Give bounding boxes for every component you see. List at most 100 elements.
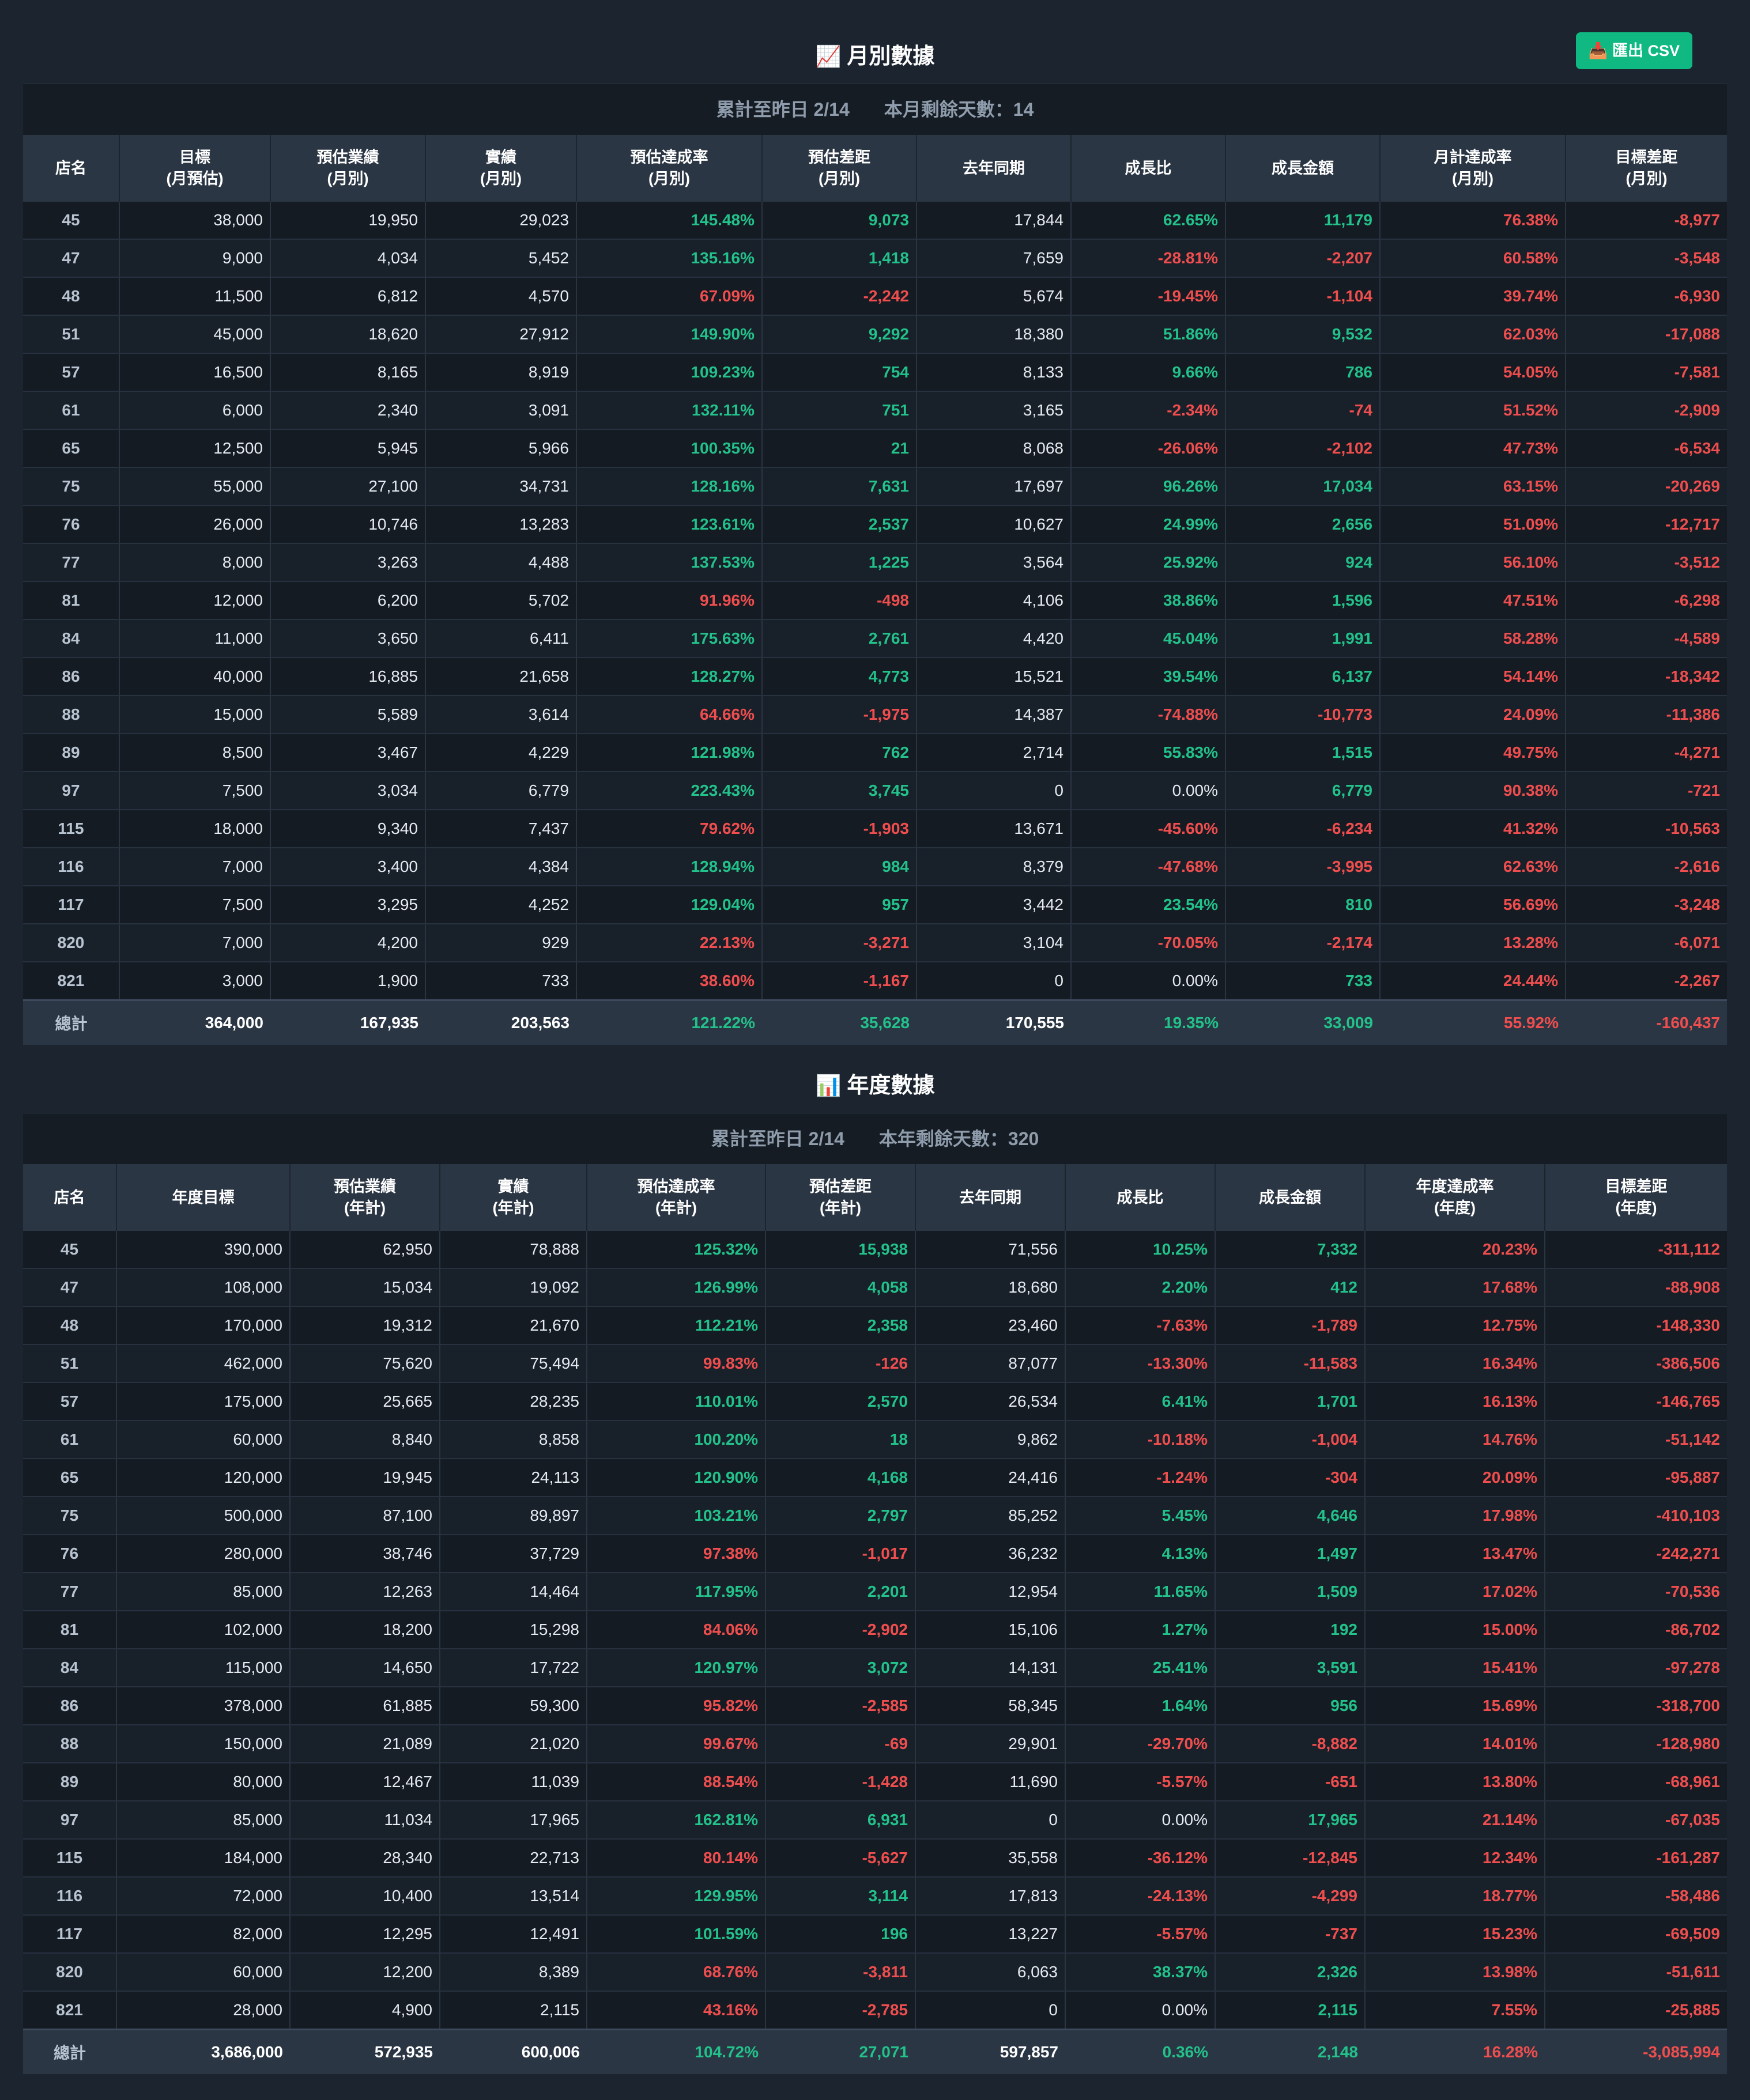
table-cell: 56.69% xyxy=(1380,886,1566,924)
table-cell: 149.90% xyxy=(576,315,763,354)
table-cell: 60.58% xyxy=(1380,239,1566,278)
table-cell: 38.86% xyxy=(1071,581,1226,620)
table-cell: -2,242 xyxy=(762,277,917,316)
table-row: 84 11,000 3,650 6,411 175.63% 2,761 4,420 45.04… xyxy=(23,620,1727,658)
table-cell: 17,034 xyxy=(1225,467,1381,506)
total-cell: 33,009 xyxy=(1225,999,1380,1045)
table-cell: 1,497 xyxy=(1215,1535,1366,1573)
table-cell: 27,100 xyxy=(270,467,426,506)
total-cell: 0.36% xyxy=(1065,2029,1215,2074)
table-cell: 58,345 xyxy=(915,1687,1066,1725)
table-cell: 16,500 xyxy=(119,353,271,392)
table-cell: 128.27% xyxy=(576,658,763,696)
table-cell: -3,811 xyxy=(765,1953,916,1992)
table-cell: 58.28% xyxy=(1380,620,1566,658)
table-cell: 7,631 xyxy=(762,467,917,506)
store-name-cell: 117 xyxy=(23,886,120,924)
yearly-panel: 累計至昨日 2/14 本年剩餘天數：320 店名 年度目標 預估業績 (年計) 實績 (… xyxy=(23,1113,1727,2074)
store-name-cell: 116 xyxy=(23,1877,117,1916)
table-cell: 90.38% xyxy=(1380,772,1566,810)
table-cell: 40,000 xyxy=(119,658,271,696)
table-cell: -721 xyxy=(1566,772,1727,810)
table-cell: 733 xyxy=(1225,962,1381,1001)
table-cell: 8,919 xyxy=(425,353,577,392)
table-cell: 20.09% xyxy=(1365,1459,1545,1497)
column-header: 去年同期 xyxy=(915,1164,1066,1231)
table-cell: 7,500 xyxy=(119,772,271,810)
store-name-cell: 117 xyxy=(23,1915,117,1954)
table-cell: 3,442 xyxy=(917,886,1072,924)
table-cell: 120.90% xyxy=(587,1459,766,1497)
total-label: 總計 xyxy=(23,2029,116,2074)
yearly-total-row: 總計 3,686,000 572,935 600,006 104.72% 27,071 59… xyxy=(23,2029,1727,2074)
table-cell: 9.66% xyxy=(1071,353,1226,392)
total-cell: -3,085,994 xyxy=(1545,2029,1727,2074)
table-cell: 79.62% xyxy=(576,810,763,848)
table-row: 77 8,000 3,263 4,488 137.53% 1,225 3,564 25.92%… xyxy=(23,543,1727,582)
table-cell: 196 xyxy=(765,1915,916,1954)
table-cell: 109.23% xyxy=(576,353,763,392)
table-cell: 26,534 xyxy=(915,1383,1066,1421)
table-cell: -86,702 xyxy=(1545,1611,1727,1649)
table-cell: 0.00% xyxy=(1065,1801,1216,1840)
table-cell: 2,358 xyxy=(765,1306,916,1345)
store-name-cell: 51 xyxy=(23,1344,117,1383)
store-name-cell: 97 xyxy=(23,772,120,810)
table-cell: -88,908 xyxy=(1545,1268,1727,1307)
table-cell: 13,671 xyxy=(917,810,1072,848)
table-cell: 2,714 xyxy=(917,734,1072,772)
store-name-cell: 116 xyxy=(23,848,120,886)
table-cell: -386,506 xyxy=(1545,1344,1727,1383)
yearly-cumulative-date: 累計至昨日 2/14 xyxy=(711,1128,844,1149)
store-name-cell: 48 xyxy=(23,1306,117,1345)
table-cell: -10.18% xyxy=(1065,1421,1216,1459)
table-cell: -1.24% xyxy=(1065,1459,1216,1497)
store-name-cell: 76 xyxy=(23,1535,117,1573)
table-cell: 15.00% xyxy=(1365,1611,1545,1649)
table-cell: 929 xyxy=(425,924,577,962)
column-header: 目標差距 (月別) xyxy=(1566,135,1727,202)
table-cell: 12,295 xyxy=(290,1915,440,1954)
table-cell: 12,467 xyxy=(290,1763,440,1801)
table-cell: -126 xyxy=(765,1344,916,1383)
table-row: 76 280,000 38,746 37,729 97.38% -1,017 36,232 4… xyxy=(23,1535,1727,1573)
table-cell: 39.74% xyxy=(1380,277,1566,316)
table-cell: 8,379 xyxy=(917,848,1072,886)
table-cell: 100.20% xyxy=(587,1421,766,1459)
table-cell: 55.83% xyxy=(1071,734,1226,772)
column-header: 實績 (月別) xyxy=(425,135,577,202)
table-cell: -6,071 xyxy=(1566,924,1727,962)
table-cell: 16.34% xyxy=(1365,1344,1545,1383)
table-cell: 0.00% xyxy=(1071,962,1226,1001)
table-cell: 14,464 xyxy=(440,1573,587,1611)
table-cell: 88.54% xyxy=(587,1763,766,1801)
table-cell: 7,500 xyxy=(119,886,271,924)
table-cell: 8,165 xyxy=(270,353,426,392)
table-cell: 72,000 xyxy=(116,1877,291,1916)
table-cell: 56.10% xyxy=(1380,543,1566,582)
export-csv-button[interactable]: 📥 匯出 CSV xyxy=(1576,32,1692,69)
table-cell: 192 xyxy=(1215,1611,1366,1649)
table-cell: -2,616 xyxy=(1566,848,1727,886)
table-cell: 3,614 xyxy=(425,696,577,734)
total-cell: 2,148 xyxy=(1215,2029,1365,2074)
table-cell: 15,938 xyxy=(765,1231,916,1269)
table-row: 117 82,000 12,295 12,491 101.59% 196 13,227 -5.… xyxy=(23,1915,1727,1954)
table-cell: -36.12% xyxy=(1065,1839,1216,1878)
table-cell: 4,252 xyxy=(425,886,577,924)
table-cell: 112.21% xyxy=(587,1306,766,1345)
table-cell: -651 xyxy=(1215,1763,1366,1801)
table-cell: 35,558 xyxy=(915,1839,1066,1878)
table-cell: 34,731 xyxy=(425,467,577,506)
table-row: 65 12,500 5,945 5,966 100.35% 21 8,068 -26.06% -… xyxy=(23,429,1727,468)
table-cell: 13.47% xyxy=(1365,1535,1545,1573)
table-cell: 21.14% xyxy=(1365,1801,1545,1840)
table-cell: 55,000 xyxy=(119,467,271,506)
table-cell: 10,746 xyxy=(270,505,426,544)
table-cell: -304 xyxy=(1215,1459,1366,1497)
table-cell: -28.81% xyxy=(1071,239,1226,278)
table-cell: 11,500 xyxy=(119,277,271,316)
store-name-cell: 61 xyxy=(23,391,120,430)
table-cell: 5,674 xyxy=(917,277,1072,316)
table-cell: -19.45% xyxy=(1071,277,1226,316)
